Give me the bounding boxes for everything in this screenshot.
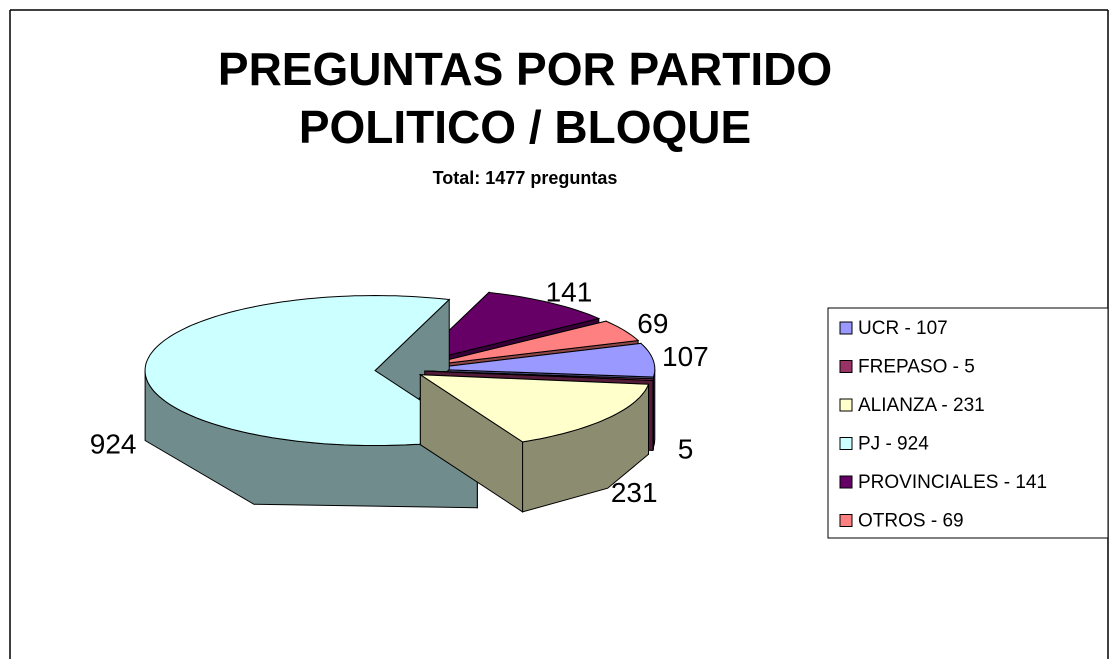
slice bbox=[418, 373, 650, 513]
chart-title: PREGUNTAS POR PARTIDO POLITICO / BLOQUE bbox=[217, 43, 833, 153]
data-label: 107 bbox=[662, 341, 709, 372]
legend-swatch bbox=[839, 321, 853, 335]
slice-top bbox=[413, 291, 601, 365]
slice-top bbox=[144, 294, 479, 446]
data-label: 141 bbox=[546, 277, 593, 308]
data-label: 5 bbox=[678, 433, 694, 464]
chart-subtitle: Total: 1477 preguntas bbox=[432, 168, 618, 188]
legend-swatch bbox=[839, 514, 853, 527]
legend-swatch bbox=[839, 437, 853, 450]
legend-swatch bbox=[839, 360, 853, 373]
legend-label: PROVINCIALES - 141 bbox=[858, 472, 1047, 493]
legend-label: FREPASO - 5 bbox=[858, 357, 975, 378]
slice-wall bbox=[652, 378, 654, 451]
legend-label: ALIANZA - 231 bbox=[858, 395, 985, 416]
legend-swatch bbox=[839, 475, 853, 489]
legend-label: OTROS - 69 bbox=[858, 511, 964, 532]
data-label: 924 bbox=[90, 429, 137, 460]
data-label: 231 bbox=[611, 477, 658, 508]
slice-top bbox=[424, 370, 655, 382]
slice-top bbox=[421, 320, 640, 367]
legend-swatch bbox=[839, 398, 853, 412]
legend-box bbox=[827, 307, 1109, 539]
slice-top bbox=[418, 374, 650, 443]
data-label: 69 bbox=[637, 308, 668, 339]
legend-label: UCR - 107 bbox=[858, 318, 948, 339]
legend-label: PJ - 924 bbox=[858, 434, 929, 455]
slice-top bbox=[424, 342, 656, 378]
